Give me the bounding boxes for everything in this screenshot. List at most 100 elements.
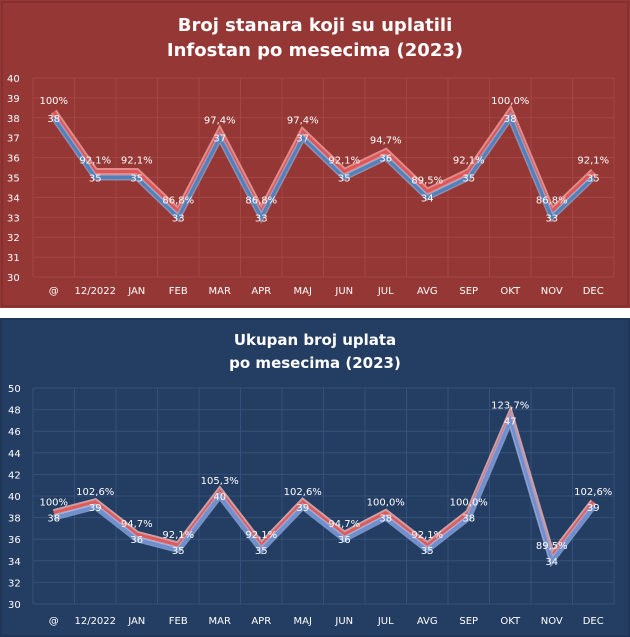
- data-label-percent: 100,0%: [491, 96, 529, 107]
- chart-grid: [32, 77, 615, 278]
- x-tick-label: JAN: [127, 616, 145, 627]
- x-tick-label: NOV: [541, 616, 563, 627]
- chart-panel-residents: Broj stanara koji su uplatili Infostan p…: [0, 0, 630, 308]
- y-tick-label: 50: [8, 384, 21, 395]
- x-tick-label: OKT: [500, 616, 521, 627]
- data-label-percent: 94,7%: [370, 136, 402, 147]
- x-tick-label: SEP: [459, 286, 478, 297]
- y-tick-label: 35: [7, 174, 20, 185]
- data-label-count: 38: [47, 114, 60, 125]
- chart-grid: [32, 387, 615, 605]
- data-label-percent: 92,1%: [577, 156, 609, 167]
- data-label-percent: 92,1%: [121, 156, 153, 167]
- x-tick-label: 12/2022: [74, 616, 116, 627]
- y-tick-label: 31: [7, 253, 20, 264]
- data-label-count: 39: [587, 503, 600, 514]
- chart-title-line-1: Broj stanara koji su uplatili: [178, 15, 453, 36]
- data-label-count: 34: [545, 557, 558, 568]
- y-axis: 30 31 32 33 34 35 36 37 38 39 40: [7, 74, 20, 284]
- y-tick-label: 30: [8, 600, 21, 611]
- data-label-percent: 102,6%: [574, 487, 612, 498]
- chart-title-line-2: Infostan po mesecima (2023): [167, 40, 463, 61]
- data-label-percent: 92,1%: [245, 530, 277, 541]
- y-tick-label: 33: [7, 213, 20, 224]
- data-label-percent: 92,1%: [328, 156, 360, 167]
- series-percent-line: [52, 108, 595, 215]
- x-tick-label: SEP: [459, 616, 478, 627]
- series-count-line: [52, 114, 595, 221]
- data-label-count: 35: [338, 174, 351, 185]
- data-label-percent: 100%: [39, 498, 68, 509]
- series-lines: [50, 104, 596, 224]
- data-label-count: 38: [379, 514, 392, 525]
- data-label-percent: 97,4%: [204, 116, 236, 127]
- data-label-percent: 92,1%: [79, 156, 111, 167]
- chart-residents: Broj stanara koji su uplatili Infostan p…: [1, 1, 629, 307]
- series-lines: [52, 405, 597, 568]
- data-label-count: 38: [462, 514, 475, 525]
- x-tick-label: NOV: [541, 286, 563, 297]
- x-tick-label: FEB: [169, 286, 188, 297]
- y-tick-label: 36: [8, 535, 21, 546]
- x-tick-label: @: [49, 286, 59, 297]
- data-label-count: 35: [89, 174, 102, 185]
- y-tick-label: 37: [7, 134, 20, 145]
- x-axis: @12/2022 JAN FEB MAR APR MAJ JUN JUL AVG SEP OKT NO…: [49, 616, 604, 627]
- data-label-count: 36: [130, 535, 143, 546]
- x-tick-label: AVG: [417, 286, 438, 297]
- data-label-count: 35: [172, 546, 185, 557]
- x-tick-label: JUN: [334, 286, 353, 297]
- y-tick-label: 34: [8, 557, 21, 568]
- x-tick-label: MAJ: [294, 616, 312, 627]
- data-label-count: 47: [504, 416, 517, 427]
- data-label-count: 35: [255, 546, 268, 557]
- data-label-count: 35: [462, 174, 475, 185]
- data-label-count: 37: [296, 134, 309, 145]
- y-axis: 30 32 34 36 38 40 42 44 46 48 50: [8, 384, 21, 611]
- y-tick-label: 44: [8, 449, 21, 460]
- data-label-count: 37: [213, 134, 226, 145]
- y-tick-label: 39: [7, 94, 20, 105]
- data-label-percent: 86,8%: [245, 195, 277, 206]
- data-label-percent: 92,1%: [453, 156, 485, 167]
- data-label-percent: 86,8%: [162, 195, 194, 206]
- data-label-percent: 97,4%: [287, 116, 319, 127]
- data-label-count: 39: [89, 503, 102, 514]
- x-tick-label: APR: [251, 286, 271, 297]
- x-tick-label: FEB: [169, 616, 188, 627]
- y-tick-label: 38: [8, 514, 21, 525]
- data-label-percent: 92,1%: [411, 530, 443, 541]
- y-tick-label: 34: [7, 193, 20, 204]
- x-tick-label: DEC: [583, 616, 604, 627]
- series-count-line: [53, 415, 595, 565]
- x-tick-label: JUL: [377, 286, 394, 297]
- x-tick-label: JUL: [377, 616, 394, 627]
- y-tick-label: 40: [7, 74, 20, 85]
- data-label-percent: 105,3%: [201, 476, 239, 487]
- x-tick-label: 12/2022: [74, 286, 116, 297]
- y-tick-label: 46: [8, 427, 21, 438]
- data-labels: 38 100% 39 102,6% 36 94,7% 35 92,1% 40 105,3% 35 92…: [39, 400, 612, 567]
- data-label-count: 40: [213, 492, 226, 503]
- x-tick-label: @: [49, 616, 59, 627]
- data-label-percent: 89,5%: [411, 175, 443, 186]
- y-tick-label: 42: [8, 470, 21, 481]
- chart-payments: Ukupan broj uplata po mesecima (2023) 30…: [0, 318, 630, 637]
- y-tick-label: 30: [7, 273, 20, 284]
- data-label-count: 33: [545, 213, 558, 224]
- data-label-count: 36: [338, 535, 351, 546]
- x-tick-label: JAN: [127, 286, 145, 297]
- y-tick-label: 40: [8, 492, 21, 503]
- data-label-percent: 92,1%: [162, 530, 194, 541]
- data-label-count: 35: [421, 546, 434, 557]
- x-axis: @12/2022 JAN FEB MAR APR MAJ JUN JUL AVG SEP OKT NO…: [49, 286, 604, 297]
- data-label-percent: 94,7%: [121, 519, 153, 530]
- y-tick-label: 48: [8, 406, 21, 417]
- data-label-count: 34: [421, 193, 434, 204]
- data-label-count: 36: [379, 154, 392, 165]
- x-tick-label: MAR: [209, 286, 231, 297]
- data-label-count: 35: [130, 174, 143, 185]
- data-label-count: 39: [296, 503, 309, 514]
- data-label-percent: 102,6%: [76, 487, 114, 498]
- data-label-count: 33: [255, 213, 268, 224]
